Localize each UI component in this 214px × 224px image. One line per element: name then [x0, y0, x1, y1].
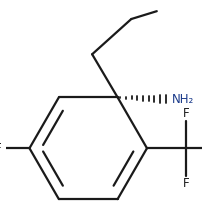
Text: NH₂: NH₂ [171, 93, 194, 106]
Text: F: F [183, 107, 189, 120]
Text: F: F [0, 142, 1, 155]
Text: F: F [183, 177, 189, 190]
